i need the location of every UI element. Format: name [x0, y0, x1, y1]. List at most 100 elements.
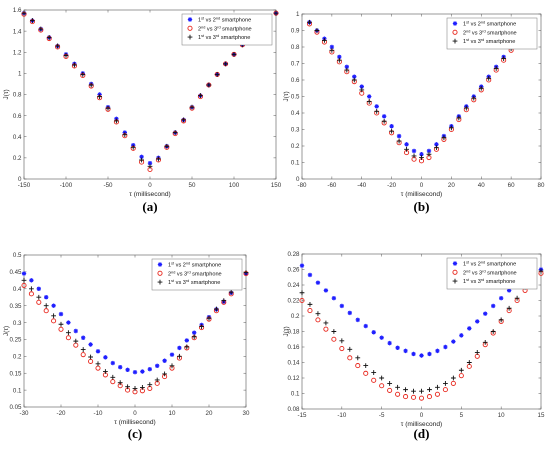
y-tick-label: 0.5: [291, 94, 300, 101]
series-2-point-0: [299, 290, 305, 296]
series-2-point-10: [95, 361, 101, 367]
series-0-point-13: [118, 364, 123, 370]
series-0-point-19: [451, 339, 456, 344]
panel-caption: (c): [128, 426, 142, 441]
x-tick-label: 0: [420, 412, 424, 419]
series-0-point-4: [331, 295, 337, 301]
series-0-point-7: [359, 84, 364, 89]
series-0-point-17: [147, 366, 152, 372]
series-2-point-16: [427, 387, 432, 393]
x-tick-label: 60: [508, 182, 515, 189]
x-tick-label: -50: [104, 182, 114, 189]
x-axis-label: τ (millisecond): [401, 191, 442, 198]
y-tick-label: 0.4: [291, 110, 300, 117]
y-tick-label: 0.1: [13, 387, 22, 394]
series-0-point-5: [344, 64, 350, 69]
series-2-point-6: [66, 330, 71, 336]
series-1-point-9: [371, 377, 377, 383]
series-0-point-16: [140, 369, 145, 374]
series-0-point-24: [491, 303, 496, 309]
series-2-point-24: [490, 329, 496, 334]
series-1-point-legend: [157, 270, 163, 276]
series-2-point-18: [154, 377, 160, 383]
y-tick-label: 0.12: [287, 375, 300, 382]
series-2-point-26: [506, 305, 512, 311]
series-2-point-23: [214, 72, 220, 77]
x-tick-label: 5: [460, 412, 464, 419]
series-0-point-2: [315, 280, 321, 285]
series-2-point-14: [411, 153, 417, 159]
x-tick-label: -60: [327, 182, 337, 189]
series-0-point-5: [58, 311, 64, 317]
series-1-point-1: [307, 308, 313, 314]
series-2-point-12: [396, 138, 402, 144]
series-0-point-11: [103, 355, 108, 360]
legend-entry-2: 1st vs 3rd smartphone: [168, 279, 220, 286]
series-2-point-17: [164, 143, 170, 149]
series-1-point-4: [51, 318, 57, 324]
series-0-point-4: [337, 54, 342, 60]
series-1-point-0: [299, 297, 305, 304]
series-2-point-22: [206, 82, 212, 88]
series-1-point-legend: [452, 269, 458, 275]
series-2: [299, 268, 544, 394]
x-tick-label: 150: [271, 182, 282, 189]
series-1-point-13: [403, 394, 409, 400]
x-tick-label: 0: [133, 410, 137, 417]
x-tick-label: 0: [420, 182, 424, 189]
panel-caption: (b): [414, 199, 430, 214]
series-0-point-9: [374, 104, 379, 109]
y-tick-label: 0.35: [9, 303, 22, 310]
x-tick-label: -20: [57, 410, 67, 417]
legend-box: [446, 257, 538, 290]
series-1-point-2: [315, 317, 321, 323]
series-0-point-13: [404, 142, 409, 147]
series-1-point-20: [458, 373, 464, 379]
y-tick-label: 1.6: [13, 7, 22, 14]
series-2-point-legend: [452, 38, 458, 44]
y-tick-label: 0.4: [13, 134, 22, 141]
series-0-point-6: [66, 320, 71, 325]
series-2-point-24: [199, 324, 204, 330]
series-2-point-18: [172, 130, 178, 135]
series-1-point-6: [347, 355, 353, 361]
series-1-point-7: [355, 363, 361, 369]
series-1-point-3: [323, 326, 329, 332]
y-tick-label: 0.8: [291, 44, 300, 51]
series-2-point-30: [243, 270, 249, 275]
x-axis-label: τ (millisecond): [114, 419, 155, 426]
series-0-point-16: [426, 148, 432, 154]
series-2-point-12: [122, 132, 128, 138]
y-tick-label: 0.05: [9, 404, 22, 411]
series-1-point-11: [387, 387, 393, 393]
x-axis-label: τ (millisecond): [129, 191, 170, 198]
panel-caption: (d): [414, 426, 430, 441]
series-0-point-22: [475, 319, 480, 324]
series-2-point-16: [140, 385, 145, 390]
series-0-point-8: [367, 94, 372, 99]
legend-box: [446, 17, 538, 50]
y-tick-label: 0.22: [287, 298, 300, 305]
series-2-point-25: [493, 66, 499, 71]
x-tick-label: 10: [169, 410, 176, 417]
series-2-point-20: [169, 363, 175, 369]
y-tick-label: 0.18: [287, 329, 300, 336]
series-0-point-21: [467, 326, 472, 331]
series-1-point-10: [379, 383, 385, 389]
series-2-point-0: [307, 19, 312, 25]
series-1-point-14: [410, 394, 417, 400]
series-2-point-8: [363, 363, 369, 368]
x-tick-label: -10: [94, 410, 104, 417]
x-tick-label: 40: [478, 182, 485, 189]
x-tick-label: 10: [498, 412, 505, 419]
series-0-point-7: [355, 317, 360, 323]
x-tick-label: -15: [298, 412, 308, 419]
series-2-point-3: [323, 320, 329, 326]
series-1-point-6: [65, 335, 71, 341]
series-0-point-22: [184, 338, 189, 343]
y-tick-label: 0.15: [9, 370, 22, 377]
series-2-point-26: [214, 306, 219, 312]
series-2-point-4: [331, 329, 337, 334]
